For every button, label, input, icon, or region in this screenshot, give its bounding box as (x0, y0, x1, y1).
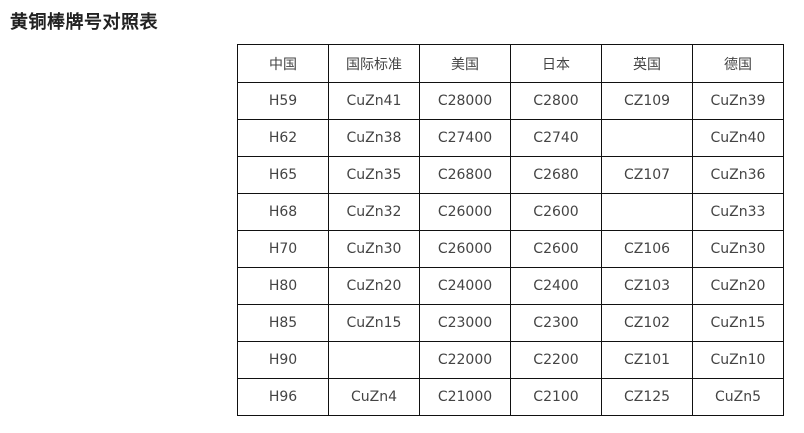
table-cell: H90 (237, 341, 329, 379)
table-cell: H62 (237, 119, 329, 157)
table-cell: C2600 (510, 230, 602, 268)
table-row: H62 CuZn38 C27400 C2740 CuZn40 (237, 119, 784, 157)
table-cell: CuZn36 (692, 156, 784, 194)
table-cell: C26800 (419, 156, 511, 194)
table-row: H65 CuZn35 C26800 C2680 CZ107 CuZn36 (237, 156, 784, 194)
table-row: H90 C22000 C2200 CZ101 CuZn10 (237, 341, 784, 379)
table-cell: C28000 (419, 82, 511, 120)
table-cell: CuZn39 (692, 82, 784, 120)
table-cell (601, 119, 693, 157)
table-cell: CZ101 (601, 341, 693, 379)
table-cell: C24000 (419, 267, 511, 305)
table-cell: CuZn32 (328, 193, 420, 231)
table-cell: H80 (237, 267, 329, 305)
table-cell: C23000 (419, 304, 511, 342)
header-cell: 日本 (510, 44, 602, 83)
table-header-row: 中国 国际标准 美国 日本 英国 德国 (237, 44, 784, 83)
table-cell: CZ107 (601, 156, 693, 194)
header-cell: 中国 (237, 44, 329, 83)
table-cell: C2600 (510, 193, 602, 231)
table-cell: CZ102 (601, 304, 693, 342)
table-cell: C26000 (419, 193, 511, 231)
table-cell: C2740 (510, 119, 602, 157)
table-cell: C21000 (419, 378, 511, 416)
table-cell: CZ106 (601, 230, 693, 268)
table-row: H96 CuZn4 C21000 C2100 CZ125 CuZn5 (237, 378, 784, 416)
table-cell (601, 193, 693, 231)
table-cell: C2800 (510, 82, 602, 120)
table-row: H70 CuZn30 C26000 C2600 CZ106 CuZn30 (237, 230, 784, 268)
table-cell: C2300 (510, 304, 602, 342)
table-row: H80 CuZn20 C24000 C2400 CZ103 CuZn20 (237, 267, 784, 305)
table-cell: C22000 (419, 341, 511, 379)
table-cell: C2200 (510, 341, 602, 379)
table-cell: C26000 (419, 230, 511, 268)
table-cell: CuZn20 (328, 267, 420, 305)
table-cell: CuZn15 (692, 304, 784, 342)
table-cell: CZ125 (601, 378, 693, 416)
table-cell: C2100 (510, 378, 602, 416)
table-cell: H59 (237, 82, 329, 120)
table-cell: CuZn15 (328, 304, 420, 342)
table-cell: CuZn10 (692, 341, 784, 379)
table-cell: CuZn41 (328, 82, 420, 120)
table-cell: CZ103 (601, 267, 693, 305)
table-cell: H70 (237, 230, 329, 268)
table-cell: H85 (237, 304, 329, 342)
table-row: H85 CuZn15 C23000 C2300 CZ102 CuZn15 (237, 304, 784, 342)
table-cell: C2680 (510, 156, 602, 194)
table-cell: H65 (237, 156, 329, 194)
header-cell: 国际标准 (328, 44, 420, 83)
header-cell: 英国 (601, 44, 693, 83)
table-cell: CuZn33 (692, 193, 784, 231)
table-cell: CuZn30 (692, 230, 784, 268)
table-cell: H68 (237, 193, 329, 231)
table-cell (328, 341, 420, 379)
table-cell: CuZn20 (692, 267, 784, 305)
table-cell: CuZn30 (328, 230, 420, 268)
table-cell: H96 (237, 378, 329, 416)
header-cell: 美国 (419, 44, 511, 83)
header-cell: 德国 (692, 44, 784, 83)
table-cell: C2400 (510, 267, 602, 305)
table-row: H68 CuZn32 C26000 C2600 CuZn33 (237, 193, 784, 231)
table-cell: CuZn38 (328, 119, 420, 157)
table-cell: CuZn40 (692, 119, 784, 157)
table-cell: CuZn5 (692, 378, 784, 416)
page-title: 黄铜棒牌号对照表 (10, 12, 158, 33)
table-cell: CuZn4 (328, 378, 420, 416)
brass-grade-table: 中国 国际标准 美国 日本 英国 德国 H59 CuZn41 C28000 C2800 CZ109 C… (237, 44, 784, 416)
table-cell: C27400 (419, 119, 511, 157)
table-cell: CZ109 (601, 82, 693, 120)
table-row: H59 CuZn41 C28000 C2800 CZ109 CuZn39 (237, 82, 784, 120)
table-cell: CuZn35 (328, 156, 420, 194)
